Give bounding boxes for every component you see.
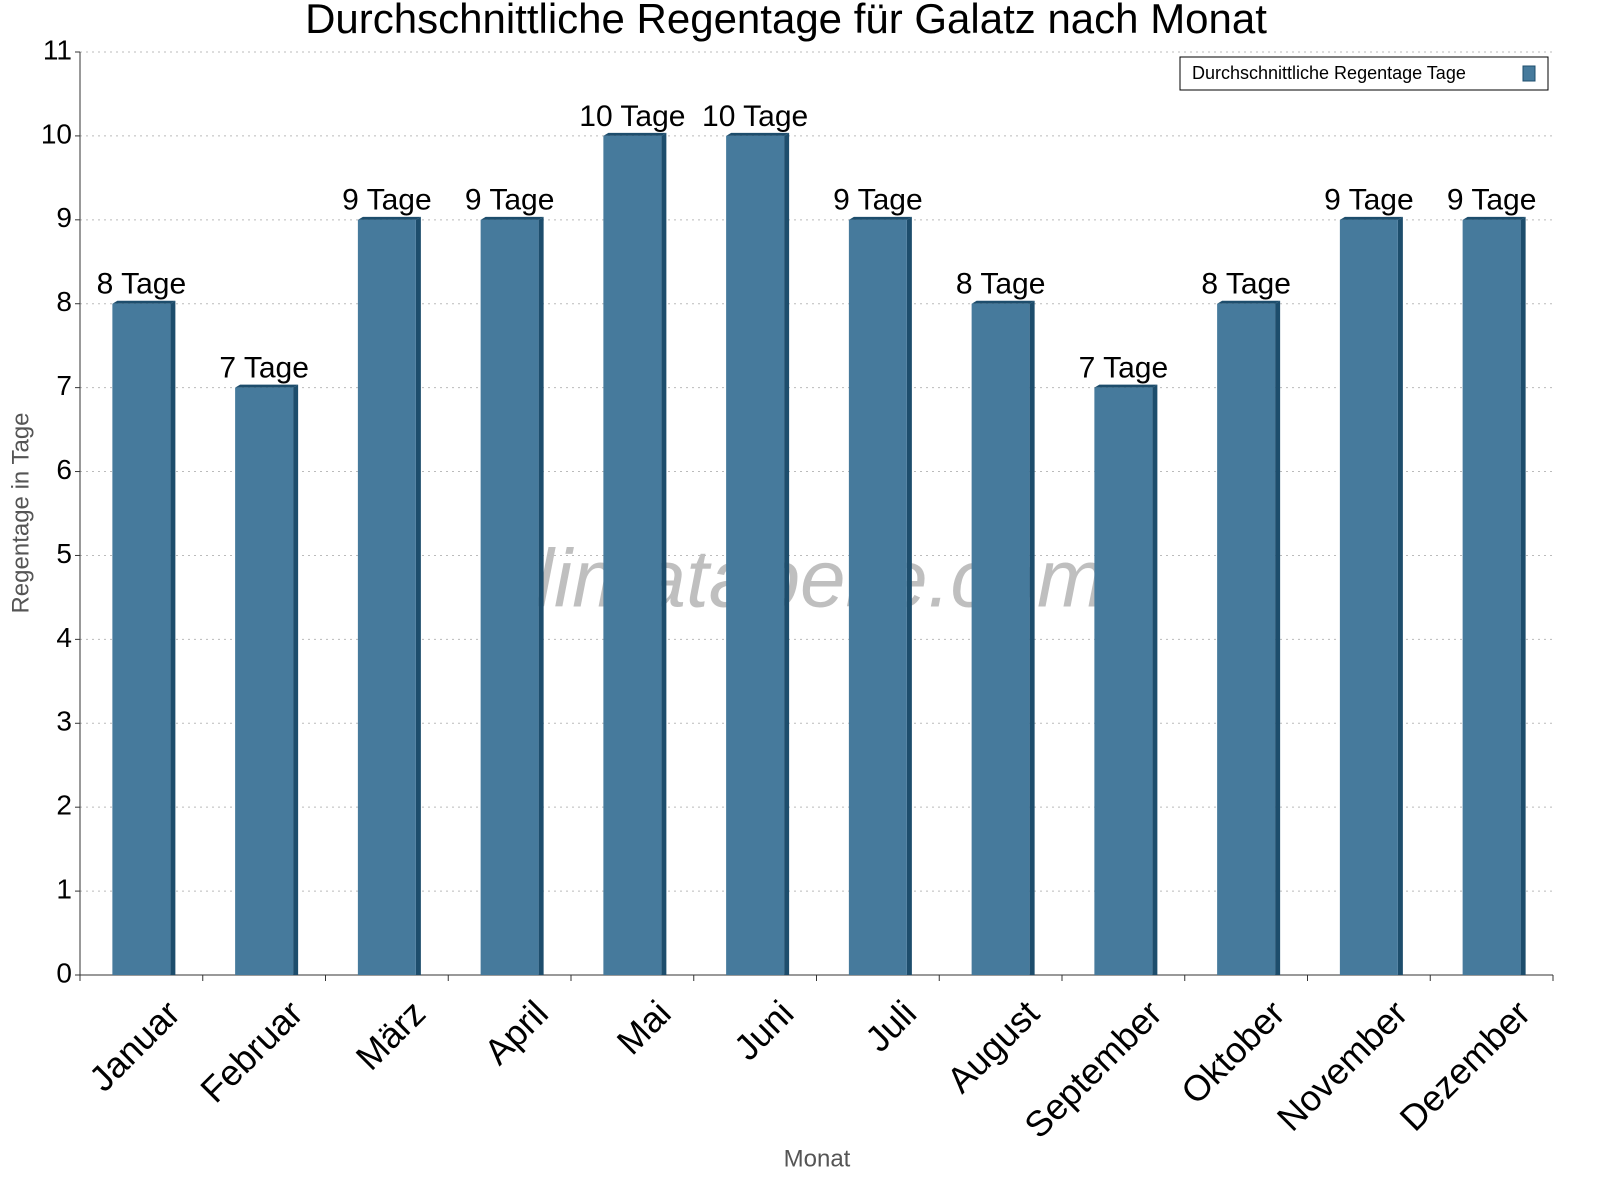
value-label: 7 Tage (219, 352, 309, 385)
bar-side (1397, 216, 1403, 975)
x-tick-label: März (348, 992, 434, 1078)
bar-top (848, 216, 912, 220)
x-tick-label: Oktober (1173, 992, 1293, 1112)
value-label: 8 Tage (97, 268, 187, 301)
y-tick-label: 10 (41, 118, 72, 149)
bar (480, 219, 539, 975)
x-tick-label: April (476, 992, 556, 1072)
bar-side (1152, 384, 1158, 975)
bar (603, 135, 662, 976)
value-label: 10 Tage (579, 100, 685, 133)
bar-side (784, 132, 790, 976)
bar-top (603, 132, 667, 136)
bar-side (415, 216, 421, 975)
y-tick-label: 3 (56, 706, 72, 737)
y-axis-title: Regentage in Tage (7, 412, 34, 613)
bar-side (906, 216, 912, 975)
y-tick-label: 1 (56, 873, 72, 904)
bar-top (1339, 216, 1403, 220)
value-label: 9 Tage (1447, 184, 1537, 217)
y-tick-label: 11 (43, 34, 72, 65)
y-tick-label: 0 (56, 957, 72, 988)
x-tick-label: Januar (81, 992, 188, 1099)
x-axis-title: Monat (784, 1145, 851, 1172)
bar (1217, 303, 1276, 975)
bar (357, 219, 416, 975)
y-tick-label: 2 (56, 790, 72, 821)
bar-top (1462, 216, 1526, 220)
x-tick-label: Dezember (1392, 992, 1538, 1138)
value-label: 10 Tage (702, 100, 808, 133)
bar (848, 219, 907, 975)
bar-side (661, 132, 667, 976)
y-tick-label: 6 (56, 454, 72, 485)
legend-label: Durchschnittliche Regentage Tage (1192, 63, 1466, 83)
y-tick-label: 9 (56, 202, 72, 233)
value-label: 9 Tage (465, 184, 555, 217)
x-tick-label: Februar (192, 992, 310, 1110)
x-tick-label: Juni (726, 992, 802, 1068)
bar (1339, 219, 1398, 975)
bar (1462, 219, 1521, 975)
value-label: 8 Tage (1201, 268, 1291, 301)
bar-top (357, 216, 421, 220)
value-label: 7 Tage (1079, 352, 1169, 385)
x-tick-label: Mai (609, 992, 679, 1062)
bar-side (1275, 300, 1281, 975)
y-tick-label: 4 (56, 622, 72, 653)
bar (112, 303, 171, 975)
bar-side (1520, 216, 1526, 975)
y-tick-label: 5 (56, 538, 72, 569)
value-label: 9 Tage (1324, 184, 1414, 217)
chart-title: Durchschnittliche Regentage für Galatz n… (305, 0, 1267, 42)
bar-top (112, 300, 176, 304)
bar-side (170, 300, 176, 975)
bar-top (1094, 384, 1158, 388)
y-tick-label: 8 (56, 286, 72, 317)
x-tick-label: November (1269, 992, 1415, 1138)
value-label: 9 Tage (342, 184, 432, 217)
legend-swatch (1522, 65, 1536, 82)
bar-top (726, 132, 790, 136)
value-label: 9 Tage (833, 184, 923, 217)
bar (235, 387, 294, 975)
bar-side (538, 216, 544, 975)
bar (1094, 387, 1153, 975)
y-tick-label: 7 (56, 370, 72, 401)
bar-side (1029, 300, 1035, 975)
bar-top (235, 384, 299, 388)
bar (971, 303, 1030, 975)
value-label: 8 Tage (956, 268, 1046, 301)
bar-top (1217, 300, 1281, 304)
bar-top (480, 216, 544, 220)
legend-box (1179, 56, 1549, 91)
x-tick-label: Juli (857, 992, 924, 1059)
x-tick-label: August (939, 992, 1047, 1100)
bar-side (293, 384, 299, 975)
bar-top (971, 300, 1035, 304)
bar (726, 135, 785, 976)
